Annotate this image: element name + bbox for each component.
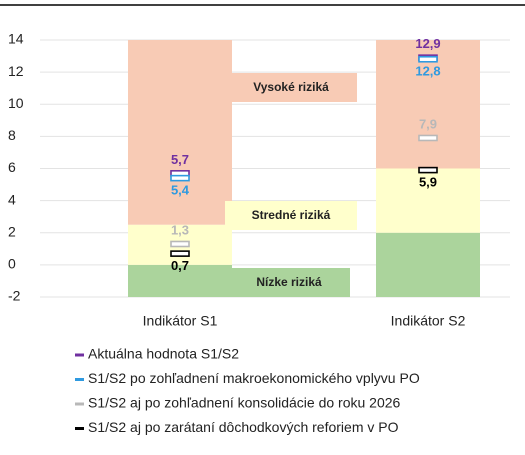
data-label: 1,3 (171, 222, 189, 237)
y-tick-label: 12 (8, 63, 24, 79)
y-tick-label: 8 (8, 127, 16, 143)
data-label: 5,4 (171, 183, 190, 198)
data-label: 5,7 (171, 152, 189, 167)
data-label: 7,9 (419, 116, 437, 131)
marker (418, 134, 438, 142)
y-tick-label: 10 (8, 95, 24, 111)
data-label: 12,8 (415, 64, 440, 79)
y-tick-label: -2 (8, 288, 21, 304)
zone-label-box (228, 268, 350, 297)
y-tick-label: 2 (8, 223, 16, 239)
zone-segment (128, 264, 232, 297)
zone-label: Vysoké riziká (253, 80, 329, 94)
marker (170, 240, 190, 248)
x-tick-label: Indikátor S1 (143, 313, 218, 329)
zone-segment (376, 232, 480, 297)
x-tick-label: Indikátor S2 (391, 313, 466, 329)
marker (170, 250, 190, 257)
legend-label: S1/S2 po zohľadnení makroekonomického vp… (88, 370, 420, 386)
data-label: 0,7 (171, 258, 189, 273)
marker (170, 174, 190, 182)
legend-label: S1/S2 aj po zarátaní dôchodkových refori… (88, 419, 399, 435)
y-tick-label: 0 (8, 256, 16, 272)
marker (418, 55, 438, 63)
marker (418, 166, 438, 174)
zone-segment (128, 40, 232, 225)
legend-label: Aktuálna hodnota S1/S2 (88, 346, 239, 362)
data-label: 5,9 (419, 175, 437, 190)
zone-label: Stredné riziká (252, 208, 331, 222)
zone-label: Nízke riziká (256, 275, 322, 289)
y-tick-label: 14 (8, 31, 24, 47)
y-tick-label: 6 (8, 159, 16, 175)
y-tick-label: 4 (8, 191, 16, 207)
zone-label-box (225, 201, 357, 230)
zone-segment (376, 168, 480, 233)
zone-label-box (225, 73, 357, 102)
legend-label: S1/S2 aj po zohľadnení konsolidácie do r… (88, 395, 401, 411)
data-label: 12,9 (415, 36, 440, 51)
